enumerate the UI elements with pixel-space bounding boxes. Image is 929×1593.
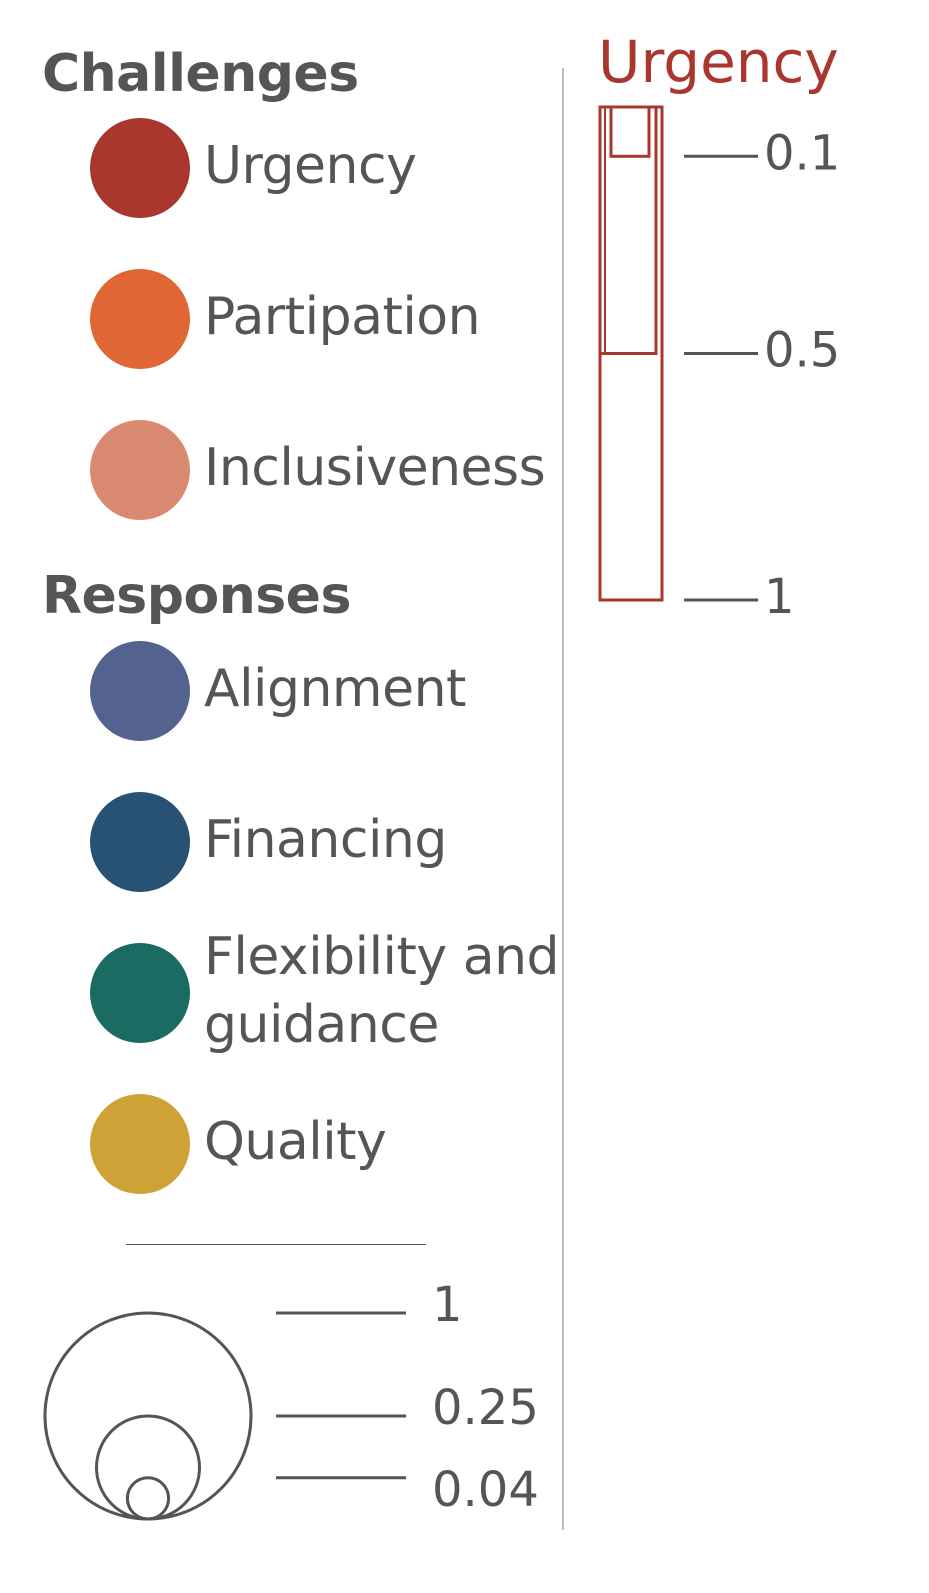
panel-separator	[562, 68, 564, 1530]
challenges-heading: Challenges	[42, 44, 359, 104]
urgency-title: Urgency	[598, 28, 839, 96]
size-label-1: 0.25	[432, 1380, 539, 1436]
legend-label-quality: Quality	[204, 1112, 387, 1172]
legend-divider	[126, 1244, 426, 1245]
legend-label-participation: Partipation	[204, 287, 481, 347]
size-label-2: 0.04	[432, 1462, 539, 1518]
flexibility-swatch	[90, 943, 190, 1043]
legend-label-alignment: Alignment	[204, 659, 466, 719]
legend-label-flexibility-line2: guidance	[204, 995, 439, 1055]
financing-swatch	[90, 792, 190, 892]
size-label-0: 1	[432, 1277, 463, 1333]
legend-label-flexibility-line1: Flexibility and	[204, 927, 560, 987]
alignment-swatch	[90, 641, 190, 741]
legend-label-financing: Financing	[204, 810, 447, 870]
urgency-bar-2	[609, 105, 651, 158]
urgency-tick-label-2: 1	[764, 569, 795, 625]
responses-heading: Responses	[42, 566, 351, 626]
inclusiveness-swatch	[90, 420, 190, 520]
urgency-tick-label-1: 0.5	[764, 323, 840, 379]
legend-label-urgency: Urgency	[204, 136, 417, 196]
quality-swatch	[90, 1094, 190, 1194]
legend-label-inclusiveness: Inclusiveness	[204, 438, 546, 498]
urgency-swatch	[90, 118, 190, 218]
participation-swatch	[90, 269, 190, 369]
size-circle-2	[125, 1476, 171, 1521]
urgency-tick-label-0: 0.1	[764, 125, 840, 181]
